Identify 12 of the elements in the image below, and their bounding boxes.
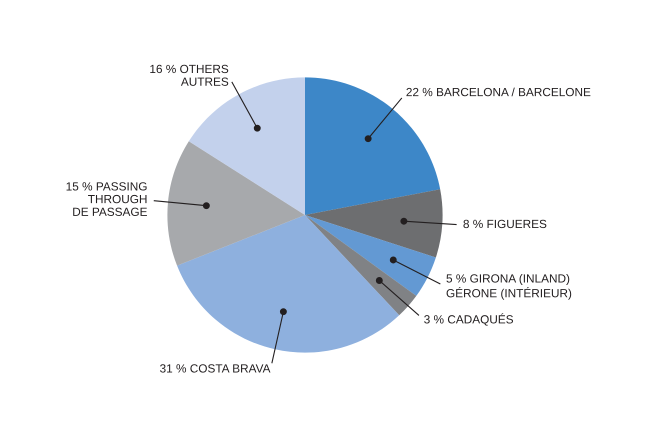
pie-slice [177, 215, 400, 353]
slice-label: 8 % FIGUERES [463, 220, 546, 228]
pie-slice [305, 215, 436, 296]
slice-label: 22 % BARCELONA / BARCELONE [406, 88, 590, 96]
slice-label: 15 % PASSING THROUGH DE PASSAGE [66, 182, 147, 216]
slice-label: 3 % CADAQUÉS [424, 313, 514, 326]
pie-slice [305, 215, 416, 316]
pie-slice [305, 189, 443, 258]
pie-slice [167, 141, 305, 266]
slice-label: 31 % COSTA BRAVA [160, 364, 270, 373]
slice-label: 16 % OTHERS AUTRES [150, 64, 228, 86]
slice-label: 5 % GIRONA (INLAND) GÉRONE (INTÉRIEUR) [446, 274, 572, 300]
